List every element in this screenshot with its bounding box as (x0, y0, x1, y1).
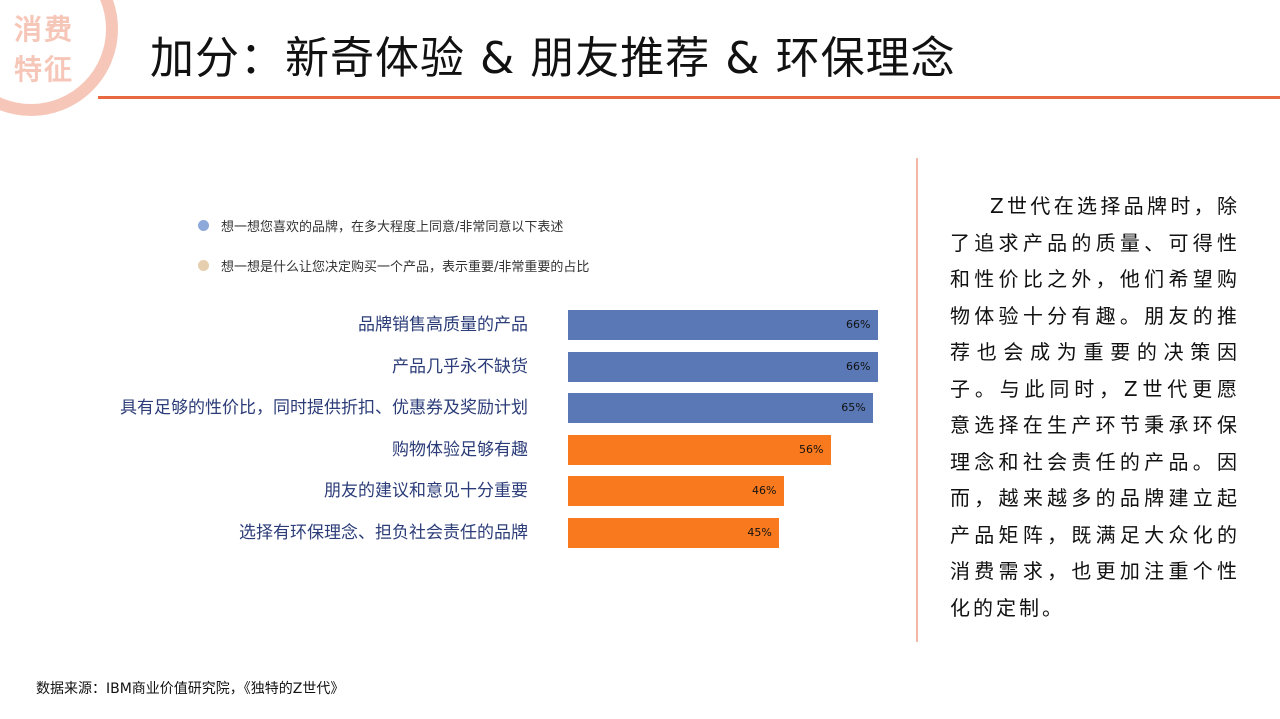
legend-label: 想一想是什么让您决定购买一个产品，表示重要/非常重要的占比 (221, 259, 590, 275)
bar (568, 434, 832, 465)
title-underline (98, 96, 1280, 99)
bar-value-label: 66% (846, 359, 871, 373)
legend-dot-tan (198, 259, 209, 271)
category-label: 朋友的建议和意见十分重要 (324, 481, 528, 501)
bar-value-label: 56% (799, 442, 824, 456)
bar-value-label: 65% (841, 401, 866, 414)
category-label: 购物体验足够有趣 (392, 439, 528, 460)
bar-value-label: 45% (747, 525, 772, 539)
category-label: 具有足够的性价比，同时提供折扣、优惠券及奖励计划 (120, 398, 528, 418)
chart-legend: 想一想您喜欢的品牌，在多大程度上同意/非常同意以下表述 想一想是什么让您决定购买… (198, 214, 589, 294)
bar (568, 517, 780, 548)
legend-item-brand: 想一想您喜欢的品牌，在多大程度上同意/非常同意以下表述 (198, 214, 589, 236)
bar (568, 310, 878, 340)
vertical-divider (916, 158, 918, 642)
bar-value-label: 66% (846, 318, 871, 331)
legend-item-purchase: 想一想是什么让您决定购买一个产品，表示重要/非常重要的占比 (198, 254, 589, 276)
bar (568, 351, 878, 382)
data-source-note: 数据来源：IBM商业价值研究院，《独特的Z世代》 (36, 681, 345, 697)
category-label: 品牌销售高质量的产品 (358, 315, 528, 335)
summary-paragraph: Z世代在选择品牌时，除了追求产品的质量、可得性和性价比之外，他们希望购物体验十分… (950, 194, 1240, 620)
page-title: 加分：新奇体验 & 朋友推荐 & 环保理念 (150, 33, 956, 84)
section-badge: 消费特征 (14, 13, 75, 86)
legend-dot-blue (198, 219, 209, 231)
category-label: 产品几乎永不缺货 (392, 356, 528, 377)
category-label: 选择有环保理念、担负社会责任的品牌 (239, 522, 528, 543)
bar-value-label: 46% (752, 484, 777, 497)
legend-label: 想一想您喜欢的品牌，在多大程度上同意/非常同意以下表述 (221, 219, 564, 235)
bar (568, 476, 785, 506)
bar (568, 393, 874, 423)
